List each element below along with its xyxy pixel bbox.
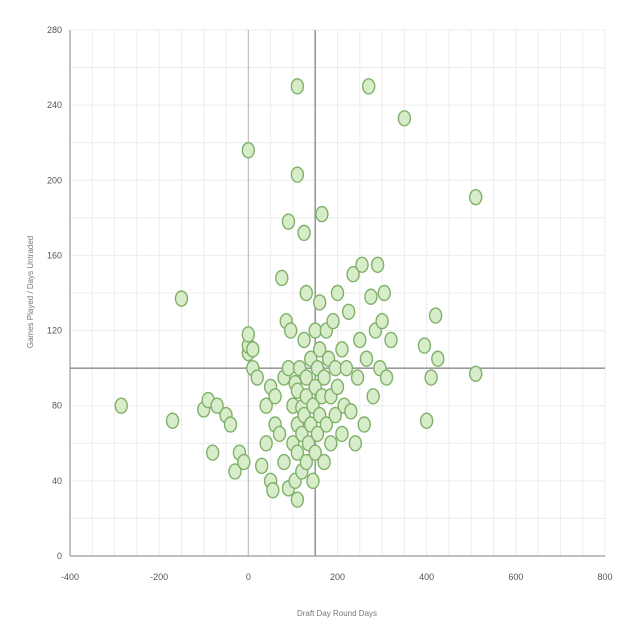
data-point (255, 457, 269, 475)
data-point (205, 444, 220, 461)
tick-labels: -400 -200 0 200 400 600 800 0 40 80 120 160 200 240 28… (47, 25, 613, 582)
data-point (241, 326, 256, 343)
data-point (324, 435, 338, 452)
x-tick-label: 600 (508, 572, 523, 582)
data-point (223, 416, 238, 433)
y-tick-label: 240 (47, 100, 62, 110)
data-point (317, 453, 331, 471)
data-point (283, 322, 298, 339)
data-point (308, 444, 322, 461)
x-tick-label: 0 (246, 572, 251, 582)
data-point (317, 369, 331, 386)
data-point (241, 142, 256, 159)
data-point (362, 78, 376, 95)
data-point (308, 322, 322, 339)
y-axis-title: Games Played / Days Untraded (26, 236, 35, 349)
data-point (335, 341, 349, 358)
data-point (424, 369, 438, 386)
data-point (366, 388, 380, 405)
y-tick-label: 200 (47, 175, 62, 185)
x-axis-title: Draft Day Round Days (297, 609, 377, 618)
data-point (344, 403, 358, 420)
data-point (310, 425, 325, 443)
data-point (290, 444, 305, 461)
data-point (348, 435, 363, 452)
data-point (250, 369, 264, 386)
y-tick-label: 80 (52, 401, 62, 411)
data-point (355, 256, 369, 274)
data-point (312, 341, 327, 358)
y-tick-label: 120 (47, 326, 62, 336)
y-tick-label: 40 (52, 476, 62, 486)
data-point (326, 312, 340, 330)
data-point (272, 425, 287, 443)
data-point (417, 337, 432, 354)
x-tick-label: -200 (150, 572, 168, 582)
data-point (228, 463, 242, 480)
data-point (277, 453, 291, 471)
x-tick-label: 800 (597, 572, 612, 582)
data-point (268, 388, 282, 405)
data-point (428, 307, 443, 324)
data-point (246, 341, 260, 358)
data-point (297, 224, 311, 242)
data-point (379, 369, 394, 386)
data-point (469, 365, 483, 382)
data-point (281, 213, 296, 230)
data-point (384, 331, 398, 349)
data-point (114, 397, 128, 414)
data-point (359, 350, 374, 367)
data-point (353, 331, 367, 349)
data-point (431, 350, 445, 367)
data-point (237, 453, 251, 471)
data-point (319, 416, 334, 433)
data-point (259, 397, 273, 414)
data-points (114, 78, 483, 508)
data-point (346, 266, 360, 283)
y-tick-label: 160 (47, 250, 62, 260)
data-point (335, 425, 349, 443)
data-point (210, 397, 224, 414)
data-point (370, 256, 385, 274)
data-point (315, 205, 329, 223)
x-tick-label: 200 (330, 572, 345, 582)
data-point (306, 472, 320, 490)
data-point (377, 284, 392, 302)
data-point (469, 188, 483, 206)
data-point (397, 110, 412, 127)
axes (69, 30, 605, 557)
data-point (299, 369, 313, 386)
x-tick-label: 400 (419, 572, 434, 582)
data-point (259, 435, 273, 452)
data-point (312, 294, 327, 311)
data-point (174, 290, 189, 307)
data-point (350, 369, 365, 386)
data-point (328, 359, 342, 377)
x-tick-label: -400 (61, 572, 79, 582)
data-point (330, 378, 345, 396)
data-point (341, 303, 356, 320)
data-point (330, 284, 345, 302)
y-tick-label: 280 (47, 25, 62, 35)
data-point (266, 482, 280, 499)
data-point (328, 406, 342, 424)
data-point (281, 359, 296, 377)
data-point (297, 331, 311, 349)
data-point (290, 166, 305, 183)
data-point (165, 412, 180, 429)
data-point (275, 269, 289, 287)
data-point (364, 288, 378, 305)
data-point (299, 453, 313, 471)
data-point (299, 284, 313, 302)
y-tick-label: 0 (57, 551, 62, 561)
data-point (357, 416, 371, 433)
data-point (290, 78, 305, 95)
data-point (290, 491, 305, 508)
data-point (419, 412, 434, 429)
data-point (375, 312, 389, 330)
data-point (339, 359, 354, 377)
